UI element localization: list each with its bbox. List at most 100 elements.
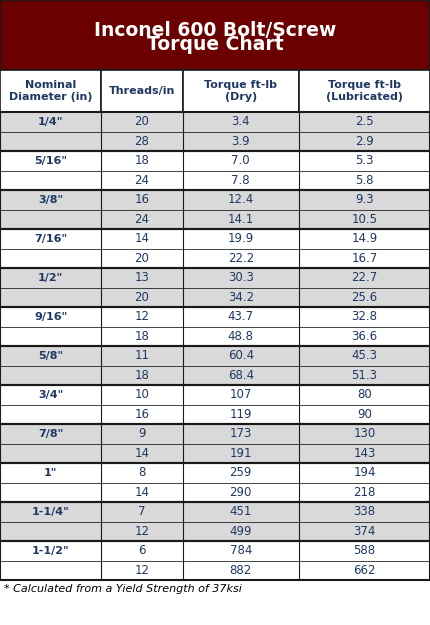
Bar: [101, 307, 183, 326]
Text: 12: 12: [135, 564, 149, 577]
Bar: [101, 502, 183, 521]
Bar: [0, 229, 430, 268]
Text: 12: 12: [135, 310, 149, 323]
Text: 28: 28: [135, 135, 149, 148]
Bar: [101, 346, 183, 366]
Bar: [0, 190, 101, 209]
Text: 499: 499: [230, 525, 252, 538]
Bar: [299, 444, 430, 463]
Bar: [101, 131, 183, 151]
Bar: [101, 171, 183, 190]
Bar: [0, 346, 101, 366]
Bar: [101, 190, 183, 209]
Text: 5.8: 5.8: [355, 174, 374, 187]
Bar: [0, 307, 430, 346]
Text: 1/4": 1/4": [38, 117, 63, 127]
Text: 1/2": 1/2": [38, 272, 63, 282]
Bar: [299, 307, 430, 326]
Text: 19.9: 19.9: [227, 232, 254, 245]
Text: 3.4: 3.4: [231, 115, 250, 128]
Text: 2.9: 2.9: [355, 135, 374, 148]
Bar: [299, 463, 430, 482]
Text: 32.8: 32.8: [351, 310, 378, 323]
Bar: [0, 112, 101, 131]
Bar: [183, 70, 299, 112]
Text: 3/8": 3/8": [38, 195, 63, 205]
Text: 9/16": 9/16": [34, 312, 67, 322]
Text: 18: 18: [135, 330, 149, 342]
Bar: [101, 288, 183, 307]
Bar: [0, 268, 430, 307]
Text: 20: 20: [135, 291, 149, 304]
Bar: [183, 404, 299, 424]
Bar: [183, 463, 299, 482]
Bar: [299, 268, 430, 288]
Text: 16: 16: [135, 193, 149, 206]
Text: 374: 374: [353, 525, 376, 538]
Text: 60.4: 60.4: [228, 349, 254, 362]
Bar: [183, 307, 299, 326]
Text: 107: 107: [230, 388, 252, 401]
Bar: [299, 346, 430, 366]
Bar: [0, 249, 101, 268]
Text: 5.3: 5.3: [355, 154, 374, 168]
Text: 13: 13: [135, 271, 149, 284]
Text: 143: 143: [353, 447, 376, 460]
Bar: [101, 482, 183, 502]
Text: * Calculated from a Yield Strength of 37ksi: * Calculated from a Yield Strength of 37…: [4, 584, 242, 594]
Text: 10.5: 10.5: [351, 213, 378, 226]
Bar: [101, 404, 183, 424]
Bar: [101, 249, 183, 268]
Bar: [299, 190, 430, 209]
Bar: [0, 541, 430, 580]
Bar: [299, 482, 430, 502]
Bar: [0, 404, 101, 424]
Text: 173: 173: [230, 428, 252, 440]
Text: 22.2: 22.2: [227, 252, 254, 265]
Bar: [183, 268, 299, 288]
Text: 882: 882: [230, 564, 252, 577]
Text: 6: 6: [138, 544, 146, 558]
Text: 784: 784: [230, 544, 252, 558]
Bar: [299, 229, 430, 249]
Text: 5/16": 5/16": [34, 156, 67, 166]
Bar: [299, 541, 430, 561]
Bar: [101, 209, 183, 229]
Text: 259: 259: [230, 466, 252, 479]
Text: 25.6: 25.6: [351, 291, 378, 304]
Text: 45.3: 45.3: [351, 349, 378, 362]
Bar: [299, 112, 430, 131]
Bar: [299, 366, 430, 385]
Bar: [0, 209, 101, 229]
Bar: [0, 190, 430, 229]
Bar: [299, 424, 430, 444]
Bar: [101, 561, 183, 580]
Bar: [0, 288, 101, 307]
Bar: [183, 112, 299, 131]
Text: Torque Chart: Torque Chart: [147, 36, 283, 54]
Bar: [299, 385, 430, 404]
Text: 16: 16: [135, 408, 149, 421]
Bar: [183, 482, 299, 502]
Text: 36.6: 36.6: [351, 330, 378, 342]
Bar: [0, 502, 101, 521]
Bar: [299, 404, 430, 424]
Text: 9.3: 9.3: [355, 193, 374, 206]
Text: 290: 290: [230, 486, 252, 499]
Bar: [0, 70, 101, 112]
Text: 14.9: 14.9: [351, 232, 378, 245]
Bar: [101, 541, 183, 561]
Text: 12.4: 12.4: [227, 193, 254, 206]
Bar: [183, 561, 299, 580]
Bar: [101, 366, 183, 385]
Text: 130: 130: [353, 428, 375, 440]
Text: 7.8: 7.8: [231, 174, 250, 187]
Text: 51.3: 51.3: [351, 369, 378, 382]
Text: Torque ft-lb
(Lubricated): Torque ft-lb (Lubricated): [326, 80, 403, 102]
Text: 1-1/4": 1-1/4": [32, 507, 69, 517]
Text: 1": 1": [44, 468, 57, 478]
Bar: [299, 288, 430, 307]
Text: 3.9: 3.9: [231, 135, 250, 148]
Bar: [0, 561, 101, 580]
Bar: [299, 561, 430, 580]
